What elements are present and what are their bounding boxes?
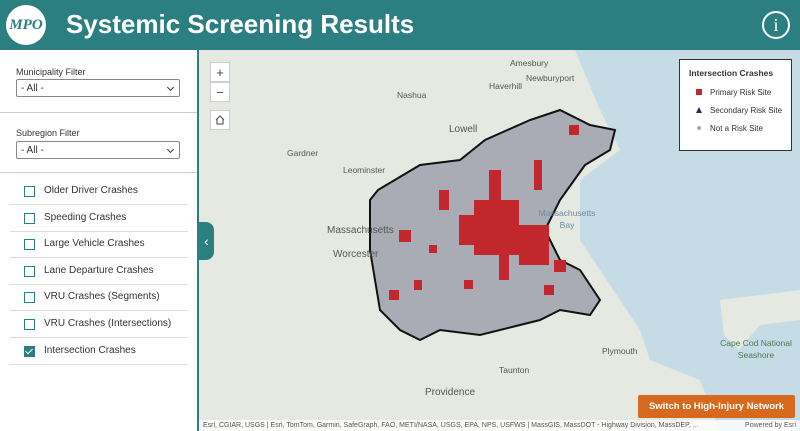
layer-checkbox[interactable] <box>24 212 35 224</box>
layer-checkbox[interactable] <box>24 239 35 251</box>
title: Systemic Screening Results <box>66 9 415 39</box>
not-risk-symbol <box>697 126 701 130</box>
primary-symbol <box>696 89 702 95</box>
layer-label: VRU Crashes (Segments) <box>44 291 160 303</box>
layer-label: Lane Departure Crashes <box>44 264 154 276</box>
zoom-in[interactable]: + <box>210 62 230 82</box>
filter-select[interactable]: - All - <box>16 141 180 159</box>
place-label: Gardner <box>287 148 318 158</box>
legend-item: Not a Risk Site <box>710 124 763 133</box>
layer-checkbox[interactable] <box>24 265 35 277</box>
place-label: Taunton <box>499 365 530 375</box>
switch-network-button[interactable]: Switch to High-Injury Network <box>638 395 795 418</box>
layer-row[interactable]: Large Vehicle Crashes <box>10 231 188 259</box>
layer-row[interactable]: VRU Crashes (Segments) <box>10 284 188 312</box>
info-button[interactable]: i <box>762 11 790 39</box>
filter-label: Municipality Filter <box>16 67 86 77</box>
collapse-panel[interactable]: ‹ <box>199 222 214 260</box>
home-icon <box>215 115 225 125</box>
layer-row[interactable]: Older Driver Crashes <box>10 178 188 205</box>
place-label: Newburyport <box>526 73 575 83</box>
layer-row[interactable]: Intersection Crashes <box>10 338 188 365</box>
attribution-bar: Esri, CGIAR, USGS | Esri, TomTom, Garmin… <box>199 420 800 431</box>
layer-label: Speeding Crashes <box>44 211 127 223</box>
logo: MPO <box>6 5 46 45</box>
layer-row[interactable]: Speeding Crashes <box>10 205 188 232</box>
layer-row[interactable]: VRU Crashes (Intersections) <box>10 311 188 338</box>
divider <box>0 172 197 173</box>
filter-label: Subregion Filter <box>16 128 80 138</box>
place-label: Seashore <box>738 350 775 360</box>
layer-checkbox[interactable] <box>24 319 35 330</box>
home-button[interactable] <box>210 110 230 130</box>
place-label: Leominster <box>343 165 385 175</box>
layer-row[interactable]: Lane Departure Crashes <box>10 258 188 285</box>
layer-label: Large Vehicle Crashes <box>44 238 145 250</box>
legend-symbols <box>696 89 702 130</box>
layer-label: Intersection Crashes <box>44 344 136 356</box>
layer-checkbox[interactable] <box>24 345 35 357</box>
powered-by: Powered by Esri <box>745 420 796 431</box>
divider <box>0 112 197 113</box>
cape <box>720 290 800 350</box>
place-label: Massachusetts <box>539 208 596 218</box>
place-label: Cape Cod National <box>720 338 792 348</box>
layer-label: VRU Crashes (Intersections) <box>44 318 172 329</box>
layer-checkbox[interactable] <box>24 186 35 197</box>
risk-sites <box>389 125 579 300</box>
zoom-out[interactable]: − <box>210 82 230 102</box>
place-label: Massachusetts <box>327 225 394 236</box>
legend-item: Secondary Risk Site <box>710 106 783 115</box>
side-panel: Municipality Filter - All - Subregion Fi… <box>0 50 199 431</box>
place-label: Nashua <box>397 90 427 100</box>
place-label: Amesbury <box>510 58 549 68</box>
place-label: Providence <box>425 387 475 398</box>
secondary-symbol <box>696 107 702 113</box>
place-label: Bay <box>560 220 575 230</box>
legend-item: Primary Risk Site <box>710 88 772 97</box>
legend: Intersection Crashes Primary Risk Site S… <box>679 59 792 151</box>
layer-label: Older Driver Crashes <box>44 185 138 196</box>
filter-select[interactable]: - All - <box>16 79 180 97</box>
layer-checkbox[interactable] <box>24 292 35 304</box>
place-label: Haverhill <box>489 81 522 91</box>
legend-title: Intersection Crashes <box>689 68 774 78</box>
attribution: Esri, CGIAR, USGS | Esri, TomTom, Garmin… <box>203 422 699 429</box>
place-label: Plymouth <box>602 346 638 356</box>
place-label: Worcester <box>333 249 379 260</box>
header: MPO Systemic Screening Results i <box>0 0 800 50</box>
place-label: Lowell <box>449 124 477 135</box>
